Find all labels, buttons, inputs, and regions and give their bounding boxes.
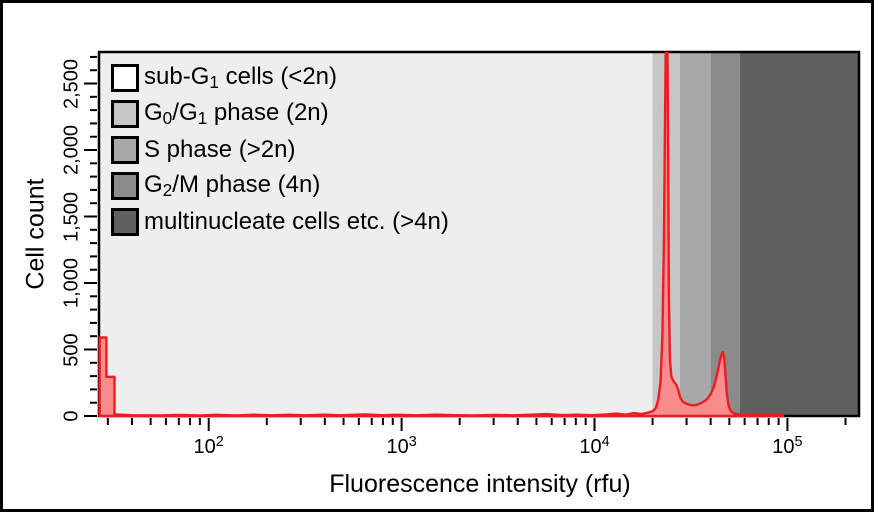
legend-label-0: sub-G1 cells (<2n) (144, 62, 338, 92)
legend-swatch-2 (111, 136, 139, 164)
y-tick-label: 1,000 (60, 257, 83, 309)
phase-region-3 (710, 52, 740, 416)
legend-item-1: G0/G1 phase (2n) (111, 96, 449, 132)
legend-label-3: G2/M phase (4n) (144, 170, 321, 200)
histogram-trace-0 (98, 52, 785, 418)
legend-item-2: S phase (>2n) (111, 132, 449, 168)
y-tick-label: 0 (60, 410, 83, 422)
legend-label-4: multinucleate cells etc. (>4n) (144, 208, 449, 235)
x-tick-label: 104 (579, 434, 610, 458)
y-tick-label: 1,500 (60, 191, 83, 242)
y-tick-label: 2,000 (60, 124, 83, 176)
legend-item-3: G2/M phase (4n) (111, 168, 449, 204)
phase-region-0 (99, 52, 653, 416)
y-tick-label: 2,500 (60, 58, 83, 109)
legend-swatch-3 (111, 172, 139, 200)
y-tick-label: 500 (60, 332, 83, 367)
legend-item-0: sub-G1 cells (<2n) (111, 60, 449, 96)
x-tick-label: 102 (193, 434, 224, 458)
x-axis-label: Fluorescence intensity (rfu) (329, 470, 631, 498)
x-tick-label: 103 (386, 434, 417, 458)
legend-swatch-4 (111, 208, 139, 236)
axis-ticks (84, 55, 847, 431)
legend-label-1: G0/G1 phase (2n) (144, 98, 329, 128)
phase-region-2 (679, 52, 711, 416)
legend-swatch-1 (111, 100, 139, 128)
legend: sub-G1 cells (<2n) G0/G1 phase (2n) S phas… (111, 60, 449, 240)
plot-area (84, 50, 861, 431)
phase-region-4 (739, 52, 859, 416)
legend-label-2: S phase (>2n) (144, 136, 296, 163)
x-axis-label-wrap: Fluorescence intensity (rfu) (3, 470, 871, 499)
legend-item-4: multinucleate cells etc. (>4n) (111, 204, 449, 240)
x-tick-label: 105 (772, 434, 803, 458)
y-axis-label: Cell count (21, 178, 50, 290)
legend-swatch-0 (111, 64, 139, 92)
